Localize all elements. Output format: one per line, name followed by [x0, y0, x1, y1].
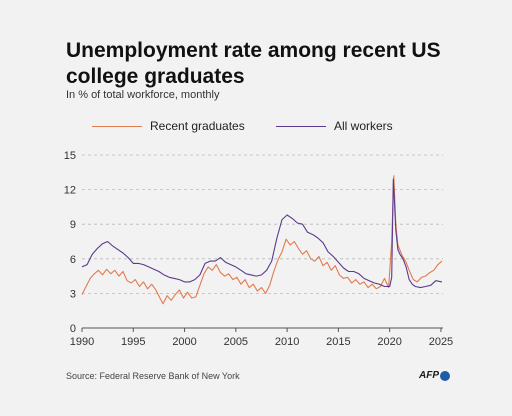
afp-logo-text: AFP [419, 370, 439, 381]
x-tick-label-2005: 2005 [224, 336, 248, 348]
x-tick-label-2000: 2000 [172, 336, 196, 348]
source-note: Source: Federal Reserve Bank of New York [66, 371, 240, 381]
afp-logo-dot-icon [440, 370, 450, 381]
legend-swatch-recent-graduates [92, 125, 142, 127]
x-tick-label-2020: 2020 [377, 336, 401, 348]
line-series-recent-graduates [81, 175, 443, 305]
legend-item-all-workers: All workers [276, 119, 393, 133]
x-tick-label-1995: 1995 [121, 336, 145, 348]
legend: Recent graduates All workers [92, 119, 492, 135]
x-tick-label-2025: 2025 [429, 336, 453, 348]
legend-label-all-workers: All workers [334, 119, 393, 133]
chart-subtitle: In % of total workforce, monthly [66, 89, 220, 101]
y-tick-label-15: 15 [64, 150, 76, 162]
legend-item-recent-graduates: Recent graduates [92, 119, 245, 133]
y-tick-label-3: 3 [70, 288, 76, 300]
line-series-all-workers [81, 178, 443, 289]
y-tick-label-12: 12 [64, 185, 76, 197]
legend-swatch-all-workers [276, 125, 326, 127]
x-tick-label-2015: 2015 [326, 336, 350, 348]
chart-title: Unemployment rate among recent US colleg… [66, 39, 441, 88]
x-tick-label-1990: 1990 [70, 336, 94, 348]
legend-label-recent-graduates: Recent graduates [150, 119, 245, 133]
afp-logo: AFP [419, 370, 450, 381]
y-tick-label-6: 6 [70, 254, 76, 266]
y-tick-label-0: 0 [70, 323, 76, 335]
y-tick-label-9: 9 [70, 219, 76, 231]
x-tick-label-2010: 2010 [275, 336, 299, 348]
